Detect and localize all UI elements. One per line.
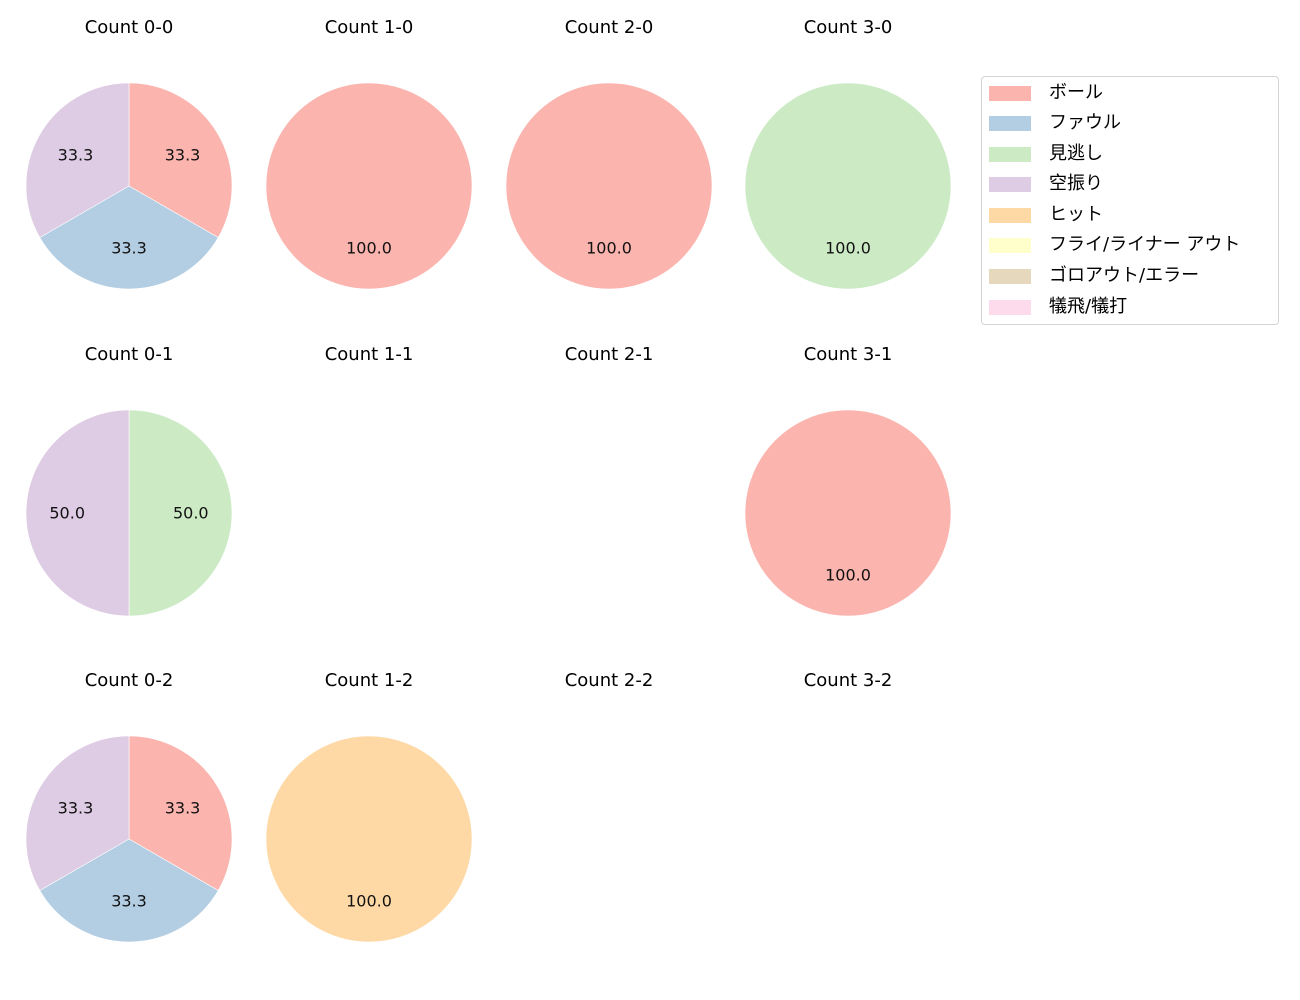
legend-swatch [989,176,1031,192]
legend-swatch [989,268,1031,284]
pie-slice [25,409,130,617]
subplot-count-0-0: 33.3 33.3 33.3 Count 0-0 [9,0,249,320]
pie-slice [744,409,952,617]
subplot-count-2-2: Count 2-2 [489,653,729,973]
pie-slice [265,735,473,943]
pie-slice-label: 100.0 [825,565,871,584]
pie-slice-label: 100.0 [825,238,871,257]
pie-slice [128,735,233,891]
pie-slice [25,82,130,238]
subplot-count-2-0: 100.0 Count 2-0 [489,0,729,320]
subplot-count-1-1: Count 1-1 [249,327,489,647]
subplot-title: Count 0-1 [84,344,174,365]
legend-label: ボール [1049,82,1103,103]
subplot-count-3-2: Count 3-2 [728,653,968,973]
pie: 100.0 [505,82,713,290]
subplot-title: Count 0-2 [84,670,174,691]
legend-label: フライ/ライナー アウト [1049,234,1241,255]
pie: 100.0 [744,409,952,617]
pie-slice [744,82,952,290]
subplot-title: Count 0-0 [84,17,174,38]
pie-slice-label: 33.3 [111,891,147,910]
legend-swatch [989,299,1031,315]
legend-item-called-strike: 見逃し [989,143,1103,165]
pie-slice-label: 100.0 [586,238,632,257]
pie-slice [505,82,713,290]
legend-swatch [989,207,1031,223]
legend-swatch [989,115,1031,131]
subplot-count-0-2: 33.3 33.3 33.3 Count 0-2 [9,653,249,973]
subplot-count-2-1: Count 2-1 [489,327,729,647]
pie: 100.0 [265,735,473,943]
subplot-title: Count 2-0 [564,17,654,38]
legend-swatch [989,85,1031,101]
legend-label: 空振り [1049,173,1103,194]
legend-label: ヒット [1049,204,1103,225]
pie-slice-label: 33.3 [58,799,94,818]
pie: 100.0 [744,82,952,290]
subplot-count-3-0: 100.0 Count 3-0 [728,0,968,320]
pie-slice [265,82,473,290]
subplot-count-0-1: 50.0 50.0 Count 0-1 [9,327,249,647]
pie-slice-label: 100.0 [346,238,392,257]
legend-label: 犠飛/犠打 [1049,296,1128,317]
legend-item-swinging-strike: 空振り [989,173,1103,195]
subplot-title: Count 3-0 [803,17,893,38]
pie-slice-label: 33.3 [165,146,201,165]
legend: ボール ファウル 見逃し 空振り ヒット フライ/ライナー アウト ゴロアウト/… [981,76,1279,325]
pie-slice [128,409,233,617]
legend-item-ground-out-error: ゴロアウト/エラー [989,265,1199,287]
legend-item-sacrifice: 犠飛/犠打 [989,296,1127,318]
pie-slice-label: 33.3 [165,799,201,818]
subplot-count-3-1: 100.0 Count 3-1 [728,327,968,647]
legend-item-ball: ボール [989,82,1103,104]
legend-label: 見逃し [1049,143,1103,164]
pie: 33.3 33.3 33.3 [25,735,233,943]
subplot-title: Count 1-2 [324,670,414,691]
legend-swatch [989,146,1031,162]
subplot-count-1-2: 100.0 Count 1-2 [249,653,489,973]
pie-slice [128,82,233,238]
pie-slice-label: 33.3 [111,238,147,257]
pie-slice [25,735,130,891]
pie: 33.3 33.3 33.3 [25,82,233,290]
pie-slice-label: 50.0 [49,504,85,523]
subplot-title: Count 1-0 [324,17,414,38]
subplot-title: Count 2-1 [564,344,654,365]
legend-swatch [989,237,1031,253]
pie: 50.0 50.0 [25,409,233,617]
legend-item-foul: ファウル [989,112,1121,134]
pie-slice-label: 100.0 [346,891,392,910]
subplot-title: Count 2-2 [564,670,654,691]
subplot-title: Count 3-1 [803,344,893,365]
legend-item-hit: ヒット [989,204,1103,226]
subplot-title: Count 3-2 [803,670,893,691]
legend-label: ゴロアウト/エラー [1049,265,1200,286]
pie: 100.0 [265,82,473,290]
legend-label: ファウル [1049,112,1121,133]
pie-slice-label: 33.3 [58,146,94,165]
subplot-title: Count 1-1 [324,344,414,365]
subplot-count-1-0: 100.0 Count 1-0 [249,0,489,320]
legend-item-fly-liner-out: フライ/ライナー アウト [989,234,1240,256]
pie-slice-label: 50.0 [173,504,209,523]
